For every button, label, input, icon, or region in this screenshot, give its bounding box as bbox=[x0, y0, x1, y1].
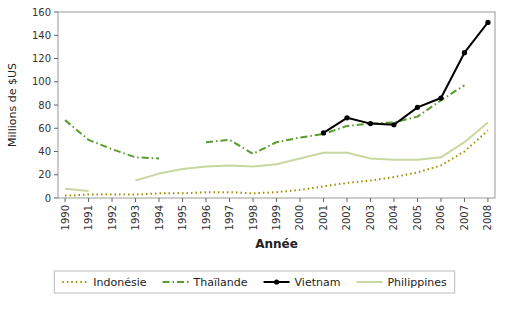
x-tick-label: 2006 bbox=[435, 205, 446, 230]
y-tick bbox=[54, 105, 58, 106]
plot-frame bbox=[58, 12, 495, 198]
x-tick bbox=[299, 198, 300, 202]
x-tick bbox=[417, 198, 418, 202]
x-tick bbox=[440, 198, 441, 202]
chart: 0 20 40 60 80 100 120 140 160 1990 1991 1992 1993 199… bbox=[0, 0, 509, 312]
y-tick-label: 80 bbox=[38, 100, 51, 111]
x-tick bbox=[159, 198, 160, 202]
x-tick bbox=[135, 198, 136, 202]
legend-swatch bbox=[163, 281, 189, 283]
y-axis-label: Millions de $US bbox=[6, 63, 19, 147]
x-tick bbox=[112, 198, 113, 202]
x-tick bbox=[464, 198, 465, 202]
x-tick bbox=[346, 198, 347, 202]
x-tick bbox=[323, 198, 324, 202]
x-tick-label: 2004 bbox=[388, 205, 399, 230]
series-marker bbox=[415, 105, 420, 110]
x-tick-label: 1998 bbox=[248, 205, 259, 230]
legend-item: Philippines bbox=[356, 276, 447, 289]
x-tick-label: 2007 bbox=[459, 205, 470, 230]
x-tick bbox=[487, 198, 488, 202]
x-tick bbox=[88, 198, 89, 202]
legend: Indonésie Thaïlande Vietnam Philippines bbox=[54, 271, 454, 293]
legend-swatch bbox=[62, 281, 88, 283]
y-tick-label: 60 bbox=[38, 123, 51, 134]
y-tick bbox=[54, 174, 58, 175]
series-marker bbox=[438, 95, 443, 100]
legend-box bbox=[54, 271, 454, 293]
series-marker bbox=[462, 50, 467, 55]
x-tick-label: 2000 bbox=[294, 205, 305, 230]
legend-label: Thaïlande bbox=[193, 276, 248, 289]
y-tick-label: 100 bbox=[32, 76, 51, 87]
y-tick bbox=[54, 58, 58, 59]
legend-label: Vietnam bbox=[295, 276, 341, 289]
series-line bbox=[65, 122, 488, 191]
series-line bbox=[65, 131, 488, 196]
x-tick-label: 1992 bbox=[107, 205, 118, 230]
x-tick-label: 2008 bbox=[482, 205, 493, 230]
series-marker bbox=[485, 20, 490, 25]
x-tick bbox=[229, 198, 230, 202]
y-tick bbox=[54, 35, 58, 36]
legend-item: Thaïlande bbox=[163, 276, 248, 289]
x-tick-label: 1990 bbox=[60, 205, 71, 230]
x-tick-label: 1996 bbox=[201, 205, 212, 230]
y-tick bbox=[54, 12, 58, 13]
x-tick bbox=[182, 198, 183, 202]
x-tick bbox=[206, 198, 207, 202]
legend-marker bbox=[274, 279, 279, 284]
series-line bbox=[323, 22, 487, 132]
x-tick-label: 1994 bbox=[154, 205, 165, 230]
legend-label: Philippines bbox=[387, 276, 447, 289]
x-tick-label: 1995 bbox=[177, 205, 188, 230]
x-tick bbox=[253, 198, 254, 202]
x-axis-label: Année bbox=[255, 237, 298, 251]
y-tick-label: 120 bbox=[32, 53, 51, 64]
legend-item: Indonésie bbox=[62, 276, 146, 289]
y-tick bbox=[54, 151, 58, 152]
y-tick-label: 140 bbox=[32, 30, 51, 41]
y-tick-label: 0 bbox=[45, 193, 51, 204]
y-tick-label: 20 bbox=[38, 169, 51, 180]
y-tick-label: 40 bbox=[38, 146, 51, 157]
y-tick bbox=[54, 128, 58, 129]
plot-area bbox=[65, 20, 491, 196]
x-tick-label: 2003 bbox=[365, 205, 376, 230]
y-tick bbox=[54, 81, 58, 82]
x-tick-label: 1997 bbox=[224, 205, 235, 230]
legend-swatch bbox=[356, 281, 382, 283]
y-tick-label: 160 bbox=[32, 7, 51, 18]
legend-item: Vietnam bbox=[264, 276, 341, 289]
x-tick-label: 2002 bbox=[341, 205, 352, 230]
series-marker bbox=[391, 122, 396, 127]
y-tick bbox=[54, 198, 58, 199]
x-tick-label: 1999 bbox=[271, 205, 282, 230]
x-tick-label: 2005 bbox=[412, 205, 423, 230]
series-marker bbox=[321, 130, 326, 135]
series-line bbox=[65, 85, 464, 158]
x-tick bbox=[276, 198, 277, 202]
x-tick bbox=[370, 198, 371, 202]
legend-label: Indonésie bbox=[93, 276, 146, 289]
series-marker bbox=[344, 115, 349, 120]
x-tick-label: 1991 bbox=[83, 205, 94, 230]
x-tick-label: 2001 bbox=[318, 205, 329, 230]
x-tick-label: 1993 bbox=[130, 205, 141, 230]
x-tick bbox=[393, 198, 394, 202]
x-tick bbox=[65, 198, 66, 202]
series-marker bbox=[368, 121, 373, 126]
